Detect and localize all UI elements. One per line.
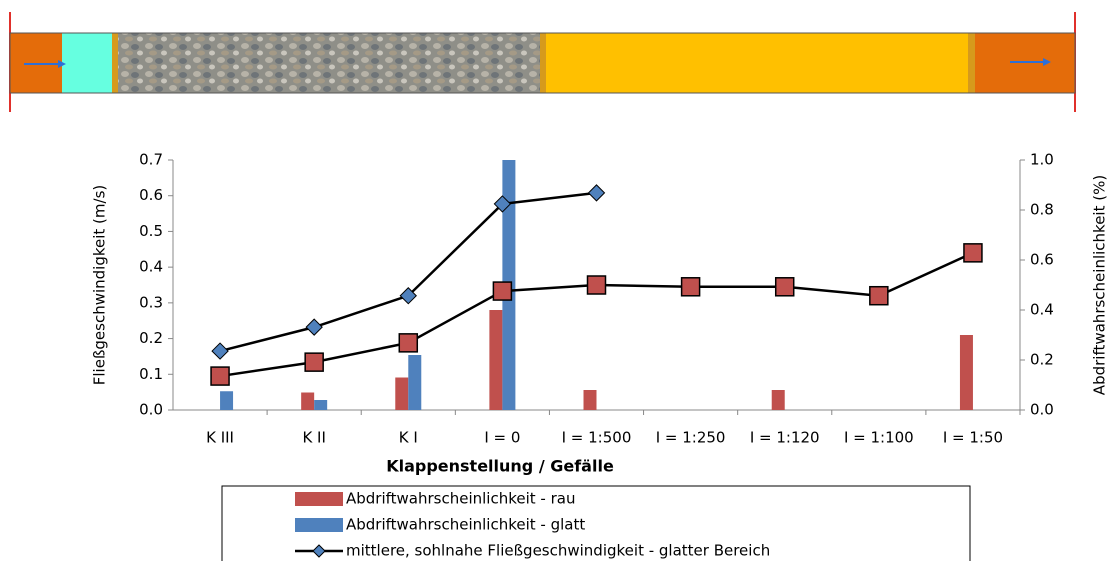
y-tick-label: 0.6	[139, 186, 163, 204]
y2-tick-label: 0.8	[1030, 201, 1054, 219]
bar	[584, 390, 597, 410]
x-tick-label: I = 0	[484, 429, 520, 447]
y2-tick-label: 0.2	[1030, 351, 1054, 369]
y-tick-label: 0.5	[139, 222, 163, 240]
page: Klappenstellung / Gefälle Fließgeschwind…	[0, 0, 1109, 561]
y-tick-label: 0.0	[139, 401, 163, 419]
y2-tick-label: 1.0	[1030, 151, 1054, 169]
bar	[395, 378, 408, 411]
bar	[772, 390, 785, 410]
y-tick-label: 0.1	[139, 365, 163, 383]
smooth-section	[546, 33, 968, 93]
marker	[588, 276, 606, 294]
bar	[408, 355, 421, 410]
section	[112, 33, 118, 93]
bar	[301, 393, 314, 411]
marker	[870, 287, 888, 305]
marker	[682, 278, 700, 296]
bar	[489, 310, 502, 410]
chart: Klappenstellung / Gefälle Fließgeschwind…	[0, 0, 1109, 561]
y2-tick-label: 0.0	[1030, 401, 1054, 419]
y2-axis-title: Abdriftwahrscheinlichkeit (%)	[1091, 175, 1109, 395]
section	[540, 33, 546, 93]
marker	[211, 367, 229, 385]
x-tick-label: I = 1:50	[943, 429, 1003, 447]
y2-tick-label: 0.6	[1030, 251, 1054, 269]
x-tick-label: K II	[302, 429, 325, 447]
x-tick-label: I = 1:100	[844, 429, 914, 447]
legend-label: Abdriftwahrscheinlichkeit - glatt	[346, 516, 585, 534]
x-tick-label: I = 1:250	[656, 429, 726, 447]
y-tick-label: 0.2	[139, 329, 163, 347]
bar	[314, 400, 327, 410]
legend-label: Abdriftwahrscheinlichkeit - rau	[346, 490, 575, 508]
legend-swatch	[295, 518, 343, 532]
x-tick-label: I = 1:120	[750, 429, 820, 447]
marker	[964, 244, 982, 262]
marker	[493, 282, 511, 300]
marker	[305, 353, 323, 371]
section	[968, 33, 975, 93]
marker	[306, 319, 322, 335]
line	[220, 193, 596, 351]
y-tick-label: 0.7	[139, 151, 163, 169]
y-tick-label: 0.4	[139, 258, 163, 276]
x-tick-label: K I	[399, 429, 418, 447]
marker	[589, 185, 605, 201]
y2-tick-label: 0.4	[1030, 301, 1054, 319]
bar	[220, 391, 233, 410]
gravel-section	[118, 33, 540, 93]
marker	[212, 343, 228, 359]
bar	[960, 335, 973, 410]
y-axis-title: Fließgeschwindigkeit (m/s)	[91, 185, 109, 386]
legend-label: mittlere, sohlnahe Fließgeschwindigkeit …	[346, 542, 770, 560]
y-tick-label: 0.3	[139, 293, 163, 311]
channel-diagram	[10, 12, 1075, 112]
x-axis-title: Klappenstellung / Gefälle	[386, 457, 614, 476]
marker	[399, 334, 417, 352]
line	[220, 253, 973, 376]
legend-swatch	[295, 492, 343, 506]
section	[62, 33, 112, 93]
x-tick-label: K III	[206, 429, 234, 447]
x-tick-label: I = 1:500	[562, 429, 632, 447]
marker	[776, 278, 794, 296]
